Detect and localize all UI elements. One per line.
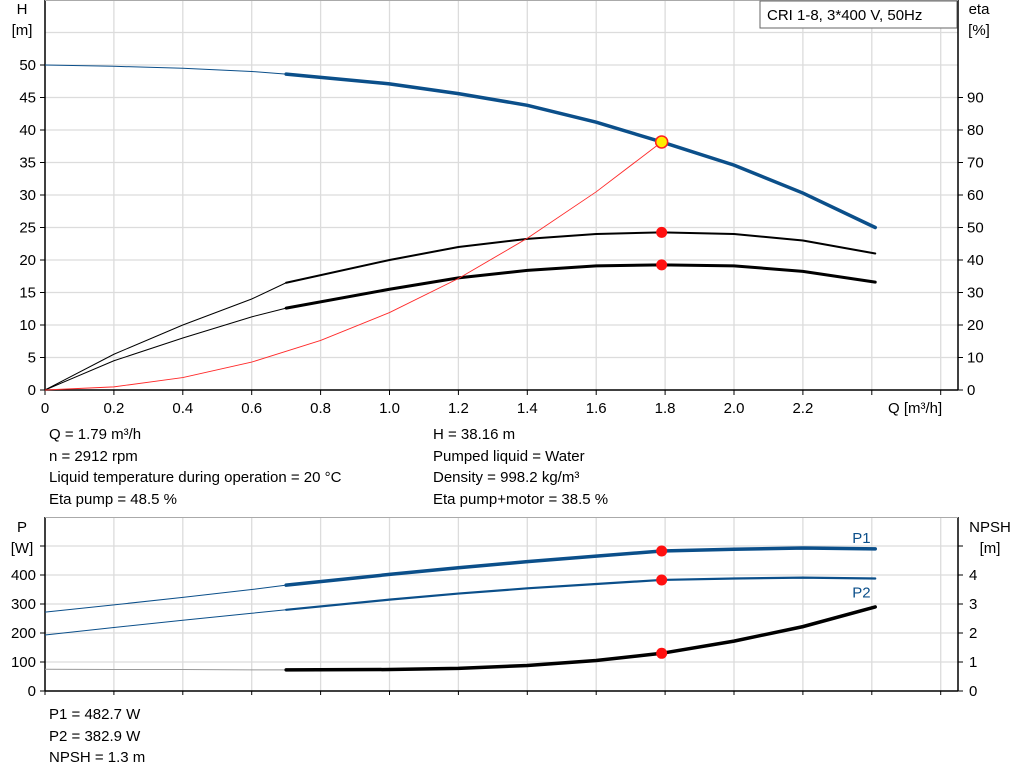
- H-curve-thin: [44, 64, 287, 75]
- info-bottom: P1 = 482.7 W P2 = 382.9 W NPSH = 1.3 m: [49, 704, 145, 769]
- xtick-label: 0.8: [310, 400, 331, 417]
- info-q: Q = 1.79 m³/h: [49, 426, 142, 443]
- eta-pump-curve: [285, 231, 877, 284]
- upper-y2label: [%]: [968, 22, 990, 39]
- upper-y2tick-label: 40: [967, 252, 984, 269]
- upper-ytick-label: 50: [19, 57, 36, 74]
- upper-y2tick-label: 50: [967, 220, 984, 237]
- info-p2: P2 = 382.9 W: [49, 727, 141, 745]
- lower-y2label: NPSH: [969, 519, 1011, 536]
- P2-curve-thin: [44, 609, 287, 636]
- upper-y2tick-label: 30: [967, 285, 984, 302]
- p1-duty-point: [656, 545, 668, 557]
- xtick-label: 1.0: [379, 400, 400, 417]
- duty-point-marker: [654, 135, 669, 149]
- P2-label: P2: [852, 584, 870, 601]
- xtick-label: 1.4: [517, 400, 538, 417]
- x-axis-label: Q [m³/h]: [888, 400, 942, 417]
- upper-y2tick-label: 0: [967, 382, 975, 399]
- chart-title: CRI 1-8, 3*400 V, 50Hz: [767, 7, 922, 24]
- info-eta-pump-motor: Eta pump+motor = 38.5 %: [433, 490, 609, 508]
- xtick-label: 0.4: [172, 400, 193, 417]
- info-liquid-temp: Liquid temperature during operation = 20…: [49, 469, 342, 486]
- lower-y2label: [m]: [980, 540, 1001, 557]
- upper-ytick-label: 25: [19, 220, 36, 237]
- eta-pump-duty-point: [656, 226, 668, 238]
- info-density: Density = 998.2 kg/m³: [433, 469, 580, 486]
- info-liquid: Pumped liquid = Water: [433, 447, 585, 465]
- upper-ylabel: H: [17, 1, 28, 18]
- eta-pump-motor-duty-point: [656, 259, 668, 271]
- info-right: H = 38.16 m Pumped liquid = Water Densit…: [433, 424, 608, 510]
- P1-curve: [284, 546, 877, 587]
- xtick-label: 0: [41, 400, 49, 417]
- info-speed: n = 2912 rpm: [49, 447, 138, 465]
- lower-y2tick-label: 0: [969, 683, 977, 700]
- lower-ytick-label: 0: [28, 683, 36, 700]
- system-curve-line: [44, 141, 662, 391]
- NPSH-curve: [284, 605, 877, 672]
- upper-y2tick-label: 80: [967, 122, 984, 139]
- P1-label: P1: [852, 530, 870, 547]
- H-curve: [284, 72, 877, 230]
- upper-y2tick-label: 60: [967, 187, 984, 204]
- eta-pump-motor-curve: [284, 263, 877, 310]
- lower-y2tick-label: 3: [969, 596, 977, 613]
- upper-ytick-label: 10: [19, 317, 36, 334]
- upper-ytick-label: 5: [28, 350, 36, 367]
- xtick-label: 1.8: [655, 400, 676, 417]
- eta-pump-motor-curve-thin: [44, 307, 287, 391]
- info-p1: P1 = 482.7 W: [49, 706, 141, 723]
- lower-y2tick-label: 4: [969, 567, 977, 584]
- upper-y2label: eta: [969, 1, 991, 18]
- xtick-label: 2.0: [724, 400, 745, 417]
- title-box: [759, 0, 958, 29]
- npsh-duty-point: [656, 647, 668, 659]
- lower-ylabel: P: [17, 519, 27, 536]
- lower-ylabel: [W]: [11, 540, 34, 557]
- xtick-label: 0.2: [103, 400, 124, 417]
- upper-ytick-label: 0: [28, 382, 36, 399]
- upper-y2tick-label: 10: [967, 350, 984, 367]
- upper-y2tick-label: 20: [967, 317, 984, 334]
- xtick-label: 2.2: [792, 400, 813, 417]
- NPSH-curve-thin: [44, 668, 287, 671]
- lower-y2tick-label: 2: [969, 625, 977, 642]
- upper-ytick-label: 40: [19, 122, 36, 139]
- info-left: Q = 1.79 m³/h n = 2912 rpm Liquid temper…: [49, 424, 341, 510]
- lower-ytick-label: 100: [11, 654, 36, 671]
- xtick-label: 0.6: [241, 400, 262, 417]
- upper-ytick-label: 45: [19, 90, 36, 107]
- lower-ytick-label: 400: [11, 567, 36, 584]
- lower-y2tick-label: 1: [969, 654, 977, 671]
- eta-pump-curve-thin: [44, 282, 287, 391]
- P1-curve-thin: [44, 584, 287, 613]
- upper-ytick-label: 30: [19, 187, 36, 204]
- info-npsh: NPSH = 1.3 m: [49, 749, 146, 766]
- info-h: H = 38.16 m: [433, 426, 516, 443]
- upper-ytick-label: 15: [19, 285, 36, 302]
- P2-curve: [285, 576, 877, 611]
- p2-duty-point: [656, 574, 668, 586]
- lower-ytick-label: 200: [11, 625, 36, 642]
- upper-y2tick-label: 90: [967, 90, 984, 107]
- upper-y2tick-label: 70: [967, 155, 984, 172]
- lower-ytick-label: 300: [11, 596, 36, 613]
- upper-ytick-label: 20: [19, 252, 36, 269]
- upper-ylabel: [m]: [12, 22, 33, 39]
- xtick-label: 1.6: [586, 400, 607, 417]
- upper-ytick-label: 35: [19, 155, 36, 172]
- info-eta-pump: Eta pump = 48.5 %: [49, 490, 177, 508]
- xtick-label: 1.2: [448, 400, 469, 417]
